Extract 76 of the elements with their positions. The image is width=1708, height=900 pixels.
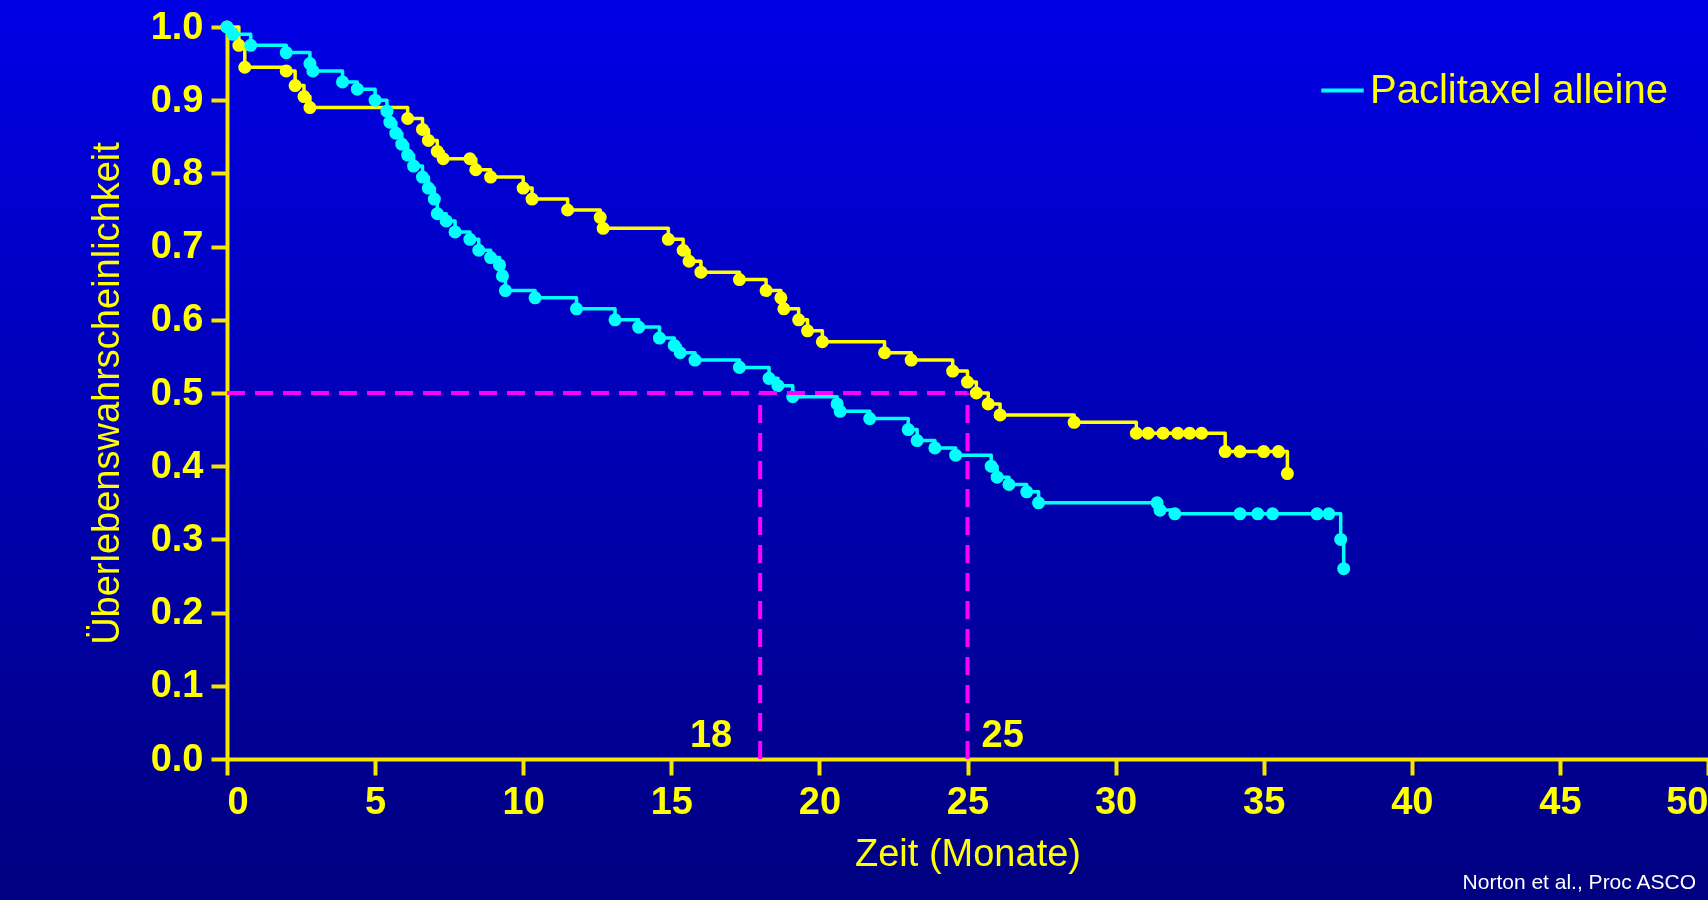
point	[774, 291, 788, 305]
y-tick-label: 0.2	[150, 590, 204, 633]
point	[661, 232, 675, 246]
point	[1194, 426, 1209, 440]
y-tick-label: 0.9	[150, 77, 204, 120]
x-tick-label: 15	[650, 779, 693, 822]
point	[596, 221, 610, 235]
point	[969, 386, 983, 400]
point	[815, 335, 829, 349]
y-tick-label: 0.5	[150, 370, 204, 413]
point	[1257, 445, 1271, 459]
point	[593, 210, 607, 224]
point	[436, 152, 450, 166]
x-tick-label: 10	[502, 779, 545, 822]
point	[421, 133, 435, 147]
point	[904, 353, 918, 367]
point	[469, 163, 483, 177]
ref-line-label: 25	[981, 713, 1024, 755]
point	[1280, 467, 1294, 481]
point	[401, 111, 415, 126]
point	[561, 203, 575, 217]
point	[960, 375, 975, 389]
point	[676, 243, 690, 257]
y-tick-label: 0.0	[150, 736, 204, 779]
y-tick-label: 0.8	[150, 150, 204, 193]
x-tick-label: 5	[365, 779, 387, 822]
point	[238, 60, 252, 74]
point	[878, 346, 892, 360]
x-axis-title: Zeit (Monate)	[855, 831, 1081, 874]
y-tick-label: 0.4	[150, 443, 204, 486]
point	[516, 181, 530, 195]
point	[297, 90, 311, 104]
point	[801, 324, 815, 338]
point	[1218, 445, 1232, 459]
point	[303, 101, 317, 115]
y-tick-label: 0.1	[150, 663, 204, 706]
point	[288, 79, 302, 93]
y-tick-label: 0.6	[150, 297, 204, 340]
y-tick-label: 0.7	[150, 224, 204, 267]
x-tick-label: 20	[798, 779, 842, 822]
text: Norton et al., Proc ASCO	[1462, 870, 1696, 894]
x-tick-label: 0	[227, 779, 249, 822]
point	[792, 313, 806, 327]
point	[1141, 426, 1155, 440]
point	[1183, 426, 1197, 440]
point	[1271, 445, 1286, 459]
point	[1129, 426, 1143, 440]
x-tick-label: 40	[1391, 779, 1434, 822]
point	[777, 302, 791, 316]
point	[415, 122, 430, 136]
point	[946, 364, 960, 378]
point	[1171, 426, 1185, 440]
point	[981, 397, 995, 411]
point	[525, 192, 539, 206]
legend-label: Paclitaxel alleine	[1370, 66, 1668, 111]
point	[484, 170, 498, 184]
point	[463, 152, 477, 166]
point	[279, 64, 293, 78]
x-tick-label: 35	[1243, 779, 1286, 822]
point	[1233, 445, 1247, 459]
point	[759, 284, 773, 298]
point	[694, 265, 708, 279]
x-tick-label: 45	[1539, 779, 1582, 822]
point	[1067, 415, 1081, 429]
point	[993, 408, 1007, 422]
point	[732, 273, 746, 287]
y-tick-label: 1.0	[150, 4, 204, 47]
y-axis-title: Überlebenswahrscheinlichkeit	[84, 141, 127, 645]
y-tick-label: 0.3	[150, 516, 204, 559]
point	[232, 38, 246, 52]
x-tick-label: 25	[946, 779, 990, 822]
x-tick-label: 30	[1094, 779, 1138, 822]
point	[682, 254, 696, 268]
point	[1156, 426, 1170, 440]
x-tick-label: 50	[1666, 779, 1708, 822]
ref-line-label: 18	[689, 713, 733, 755]
